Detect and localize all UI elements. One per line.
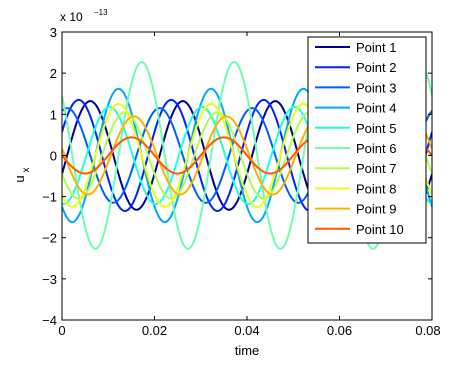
legend-label-point-1: Point 1	[356, 40, 396, 55]
legend-label-point-4: Point 4	[356, 101, 396, 116]
legend-label-point-5: Point 5	[356, 121, 396, 136]
legend-label-point-9: Point 9	[356, 202, 396, 217]
x-tick-label: 0.06	[327, 323, 352, 338]
y-tick-label: 1	[50, 107, 57, 122]
legend-label-point-7: Point 7	[356, 161, 396, 176]
x-tick-label: 0.08	[415, 323, 440, 338]
ticks-layer: 0 0.02 0.04 0.06 0.08 −4 −3 −2 −1 0 1 2 3	[42, 25, 440, 338]
series-line-point-6	[62, 61, 432, 250]
y-exponent-power: −13	[94, 8, 108, 17]
y-tick-label: −1	[42, 190, 57, 205]
legend-label-point-3: Point 3	[356, 80, 396, 95]
legend-label-point-2: Point 2	[356, 60, 396, 75]
x-tick-label: 0	[58, 323, 65, 338]
y-axis-label: u	[12, 175, 27, 182]
y-tick-label: 3	[50, 25, 57, 40]
y-tick-label: −3	[42, 272, 57, 287]
legend-label-point-6: Point 6	[356, 141, 396, 156]
legend-label-point-10: Point 10	[356, 222, 404, 237]
y-tick-label: 2	[50, 66, 57, 81]
x-tick-label: 0.04	[234, 323, 259, 338]
y-tick-label: 0	[50, 148, 57, 163]
legend: Point 1 Point 2 Point 3 Point 4 Point 5 Point…	[307, 36, 427, 244]
y-exponent-prefix: x 10	[60, 10, 83, 24]
y-tick-label: −2	[42, 231, 57, 246]
y-axis-label-subscript: x	[21, 168, 32, 173]
legend-label-point-8: Point 8	[356, 181, 396, 196]
y-tick-label: −4	[42, 313, 57, 328]
x-axis-label: time	[235, 343, 260, 358]
x-tick-label: 0.02	[142, 323, 167, 338]
